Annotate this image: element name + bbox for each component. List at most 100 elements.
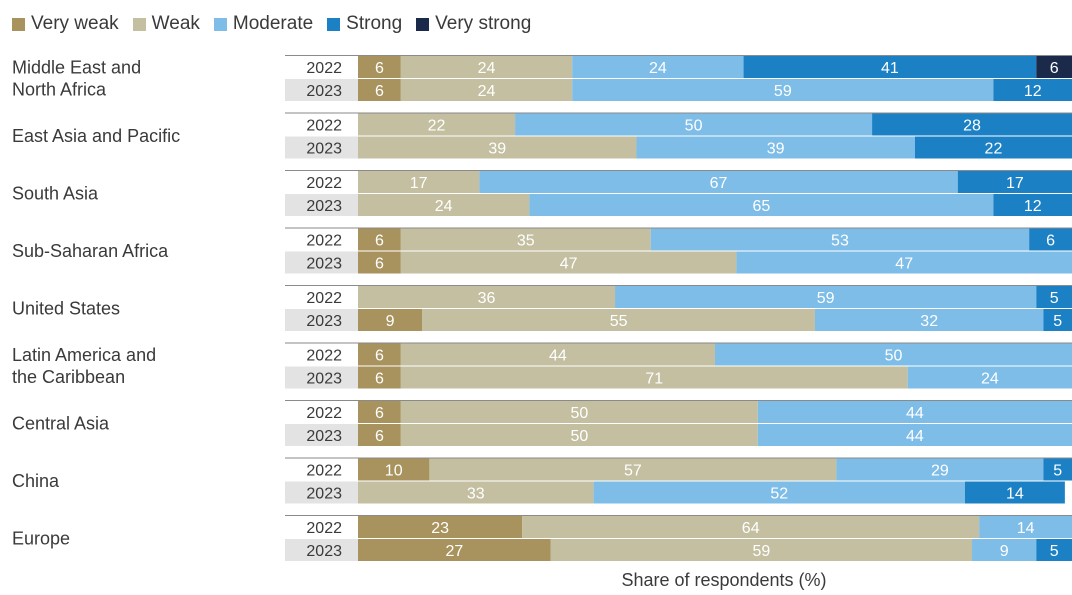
legend-item-very-strong: Very strong	[416, 13, 531, 35]
year-cell	[285, 228, 358, 251]
region-label-middle-east-and-north-africa: Middle East and	[12, 58, 141, 78]
bar-segment-very-weak	[358, 401, 401, 423]
year-label: 2022	[306, 60, 342, 77]
bar-segment-very-weak	[358, 458, 430, 481]
year-label: 2022	[306, 463, 342, 480]
bar-segment-weak	[422, 309, 815, 331]
region-label-south-asia: South Asia	[12, 184, 99, 204]
bar-segment-strong	[1036, 539, 1072, 561]
legend-swatch	[416, 17, 430, 31]
legend-swatch	[327, 17, 341, 31]
data-label: 36	[478, 290, 496, 307]
data-label: 28	[963, 118, 981, 135]
data-label: 24	[981, 371, 999, 388]
bar-segment-strong	[993, 194, 1072, 216]
data-label: 9	[386, 313, 395, 330]
bar-segment-very-weak	[358, 251, 401, 274]
bar-segment-very-weak	[358, 424, 401, 446]
bar-segment-very-weak	[358, 366, 401, 389]
data-label: 6	[375, 371, 384, 388]
bar-segment-moderate	[757, 401, 1072, 423]
legend-label: Weak	[151, 13, 200, 34]
bar-segment-moderate	[479, 171, 958, 193]
bar-segment-weak	[550, 539, 973, 561]
year-cell	[285, 286, 358, 308]
region-label-east-asia-and-pacific: East Asia and Pacific	[12, 126, 180, 146]
bar-segment-weak	[358, 136, 637, 159]
region-label-europe: Europe	[12, 529, 70, 549]
bar-segment-moderate	[757, 424, 1072, 446]
region-label-sub-saharan-africa: Sub-Saharan Africa	[12, 241, 169, 261]
year-label: 2023	[306, 198, 342, 215]
data-label: 59	[774, 83, 792, 100]
bar-segment-very-weak	[358, 309, 423, 331]
year-label: 2022	[306, 175, 342, 192]
data-label: 57	[624, 463, 642, 480]
year-label: 2023	[306, 141, 342, 158]
data-label: 12	[1024, 198, 1042, 215]
bar-segment-moderate	[572, 56, 744, 78]
year-label: 2022	[306, 290, 342, 307]
legend-item-strong: Strong	[327, 13, 402, 35]
bar-segment-strong	[914, 136, 1072, 159]
data-label: 22	[428, 118, 446, 135]
year-cell	[285, 343, 358, 366]
data-label: 10	[385, 463, 403, 480]
data-label: 44	[906, 405, 924, 422]
year-cell	[285, 171, 358, 193]
data-label: 14	[1006, 486, 1024, 503]
data-label: 27	[445, 543, 463, 560]
chart-legend: Very weak Weak Moderate Strong Very strong	[12, 12, 545, 36]
data-label: 50	[885, 348, 903, 365]
data-label: 67	[710, 175, 728, 192]
year-cell	[285, 424, 358, 446]
data-label: 35	[517, 233, 535, 250]
bar-segment-weak	[400, 343, 715, 366]
bar-segment-weak	[400, 79, 573, 101]
data-label: 55	[610, 313, 628, 330]
data-label: 6	[375, 256, 384, 273]
bar-segment-very-weak	[358, 228, 401, 251]
data-label: 17	[1006, 175, 1024, 192]
data-label: 5	[1053, 463, 1062, 480]
year-cell	[285, 79, 358, 101]
data-label: 6	[375, 60, 384, 77]
bar-segment-moderate	[650, 228, 1030, 251]
year-cell	[285, 401, 358, 423]
bar-segment-weak	[522, 516, 980, 538]
data-label: 24	[649, 60, 667, 77]
bar-segment-moderate	[907, 366, 1072, 389]
year-label: 2023	[306, 543, 342, 560]
data-label: 65	[753, 198, 771, 215]
bar-segment-moderate	[529, 194, 994, 216]
year-cell	[285, 251, 358, 274]
region-label-china: China	[12, 471, 60, 491]
year-label: 2023	[306, 313, 342, 330]
bar-segment-strong	[743, 56, 1037, 78]
data-label: 39	[767, 141, 785, 158]
region-label-central-asia: Central Asia	[12, 414, 110, 434]
year-cell	[285, 56, 358, 78]
data-label: 6	[1046, 233, 1055, 250]
data-label: 22	[985, 141, 1003, 158]
bar-segment-moderate	[715, 343, 1072, 366]
legend-item-moderate: Moderate	[213, 13, 313, 35]
data-label: 47	[895, 256, 913, 273]
data-label: 64	[742, 520, 760, 537]
data-label: 44	[906, 428, 924, 445]
x-axis-label: Share of respondents (%)	[621, 570, 827, 590]
data-label: 17	[410, 175, 428, 192]
bar-segment-weak	[358, 286, 616, 308]
bar-segment-weak	[358, 481, 594, 504]
data-label: 71	[645, 371, 663, 388]
bar-segment-moderate	[814, 309, 1044, 331]
bar-segment-moderate	[515, 113, 873, 136]
data-label: 5	[1050, 543, 1059, 560]
bar-segment-moderate	[593, 481, 965, 504]
bar-segment-very-weak	[358, 56, 401, 78]
bar-segment-very-weak	[358, 343, 401, 366]
bar-segment-moderate	[972, 539, 1037, 561]
year-label: 2023	[306, 371, 342, 388]
data-label: 23	[431, 520, 449, 537]
data-label: 44	[549, 348, 567, 365]
